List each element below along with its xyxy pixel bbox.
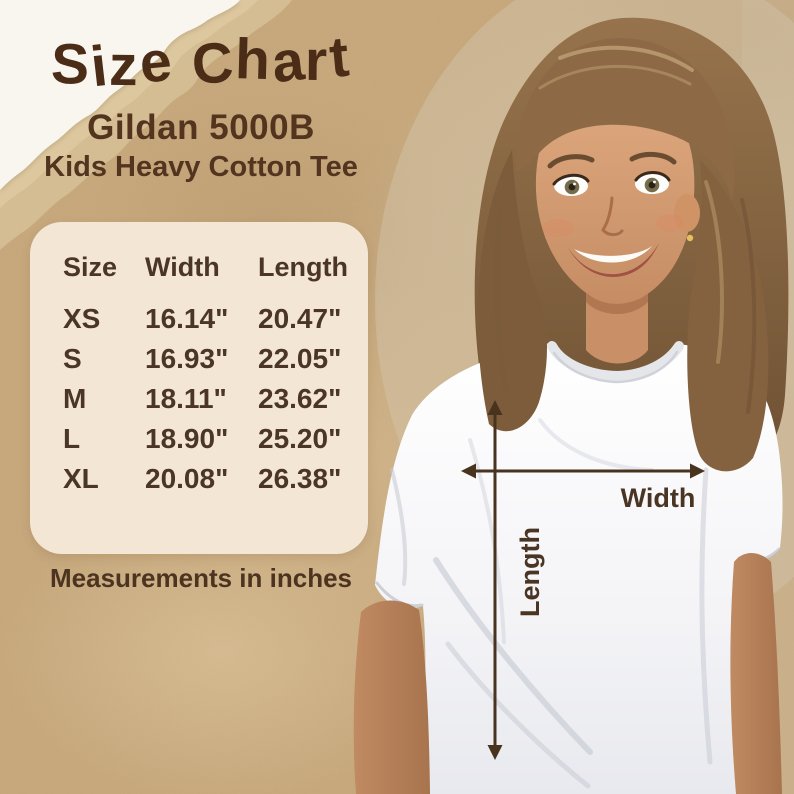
smiling-mouth: [567, 243, 659, 277]
cell-size: L: [63, 423, 81, 454]
arm-right: [730, 553, 782, 794]
ear: [674, 194, 700, 232]
column-header-size: Size: [63, 252, 118, 282]
cell-width: 20.08": [145, 463, 229, 494]
hair-left-curtain: [477, 150, 548, 432]
table-row: M 18.11" 23.62": [63, 383, 358, 423]
width-label: Width: [620, 483, 696, 513]
table-row: XS 16.14" 20.47": [63, 303, 358, 343]
table-row: XL 20.08" 26.38": [63, 463, 358, 503]
torn-paper-shape: [0, 0, 292, 250]
cell-size: XS: [63, 303, 101, 334]
product-description: Kids Heavy Cotton Tee: [44, 150, 358, 183]
face: [535, 86, 695, 304]
cell-length: 20.47": [258, 303, 342, 334]
cell-length: 23.62": [258, 383, 342, 414]
length-label: Length: [515, 527, 545, 617]
table-row: L 18.90" 25.20": [63, 423, 358, 463]
cell-size: S: [63, 343, 82, 374]
cell-width: 16.93": [145, 343, 229, 374]
cell-size: M: [63, 383, 87, 414]
earring: [686, 234, 694, 242]
cell-width: 16.14": [145, 303, 229, 334]
page-title: Size Chart: [50, 24, 354, 100]
crew-neck-collar: [547, 341, 684, 384]
cell-length: 22.05": [258, 343, 342, 374]
header: Size Chart Gildan 5000B Kids Heavy Cotto…: [15, 25, 387, 184]
size-table: Size Width Length XS 16.14" 20.47" S 16.…: [30, 222, 368, 503]
blush-right: [656, 214, 684, 232]
eyes: [552, 171, 671, 196]
cell-length: 25.20": [258, 423, 342, 454]
cell-size: XL: [63, 463, 99, 494]
table-header-row: Size Width Length: [63, 252, 358, 283]
size-table-panel: Size Width Length XS 16.14" 20.47" S 16.…: [30, 222, 368, 554]
nose: [601, 196, 624, 237]
hair-highlights: [494, 45, 757, 414]
table-row: S 16.93" 22.05": [63, 343, 358, 383]
arm-left: [353, 600, 430, 794]
column-header-length: Length: [258, 252, 348, 282]
cell-width: 18.11": [145, 383, 227, 414]
product-name: Gildan 5000B: [87, 107, 315, 147]
column-header-width: Width: [145, 252, 220, 282]
units-note: Measurements in inches: [50, 563, 352, 593]
cell-width: 18.90": [145, 423, 229, 454]
eyebrows: [547, 152, 677, 169]
blush-left: [542, 219, 574, 237]
cell-length: 26.38": [258, 463, 342, 494]
